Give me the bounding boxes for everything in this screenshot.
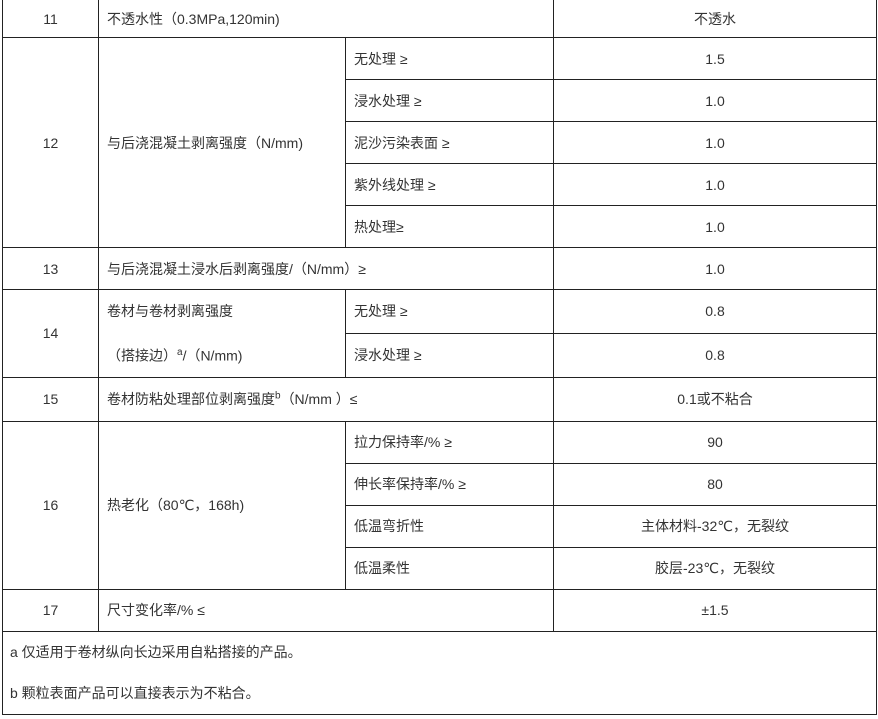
table-row: 泥沙污染表面 ≥ 1.0 <box>3 121 877 164</box>
row-number: 17 <box>2 588 99 632</box>
condition: 无处理 ≥ <box>345 289 554 334</box>
item-value: 胶层-23℃，无裂纹 <box>553 546 877 590</box>
item-name: 热老化（80℃，168h) <box>98 420 346 590</box>
item-value: 80 <box>553 462 877 506</box>
item-name: 不透水性（0.3MPa,120min) <box>98 0 554 38</box>
item-value: ±1.5 <box>553 588 877 632</box>
table-row: 热处理≥ 1.0 <box>3 205 877 248</box>
table-row: 低温弯折性 主体材料-32℃，无裂纹 <box>3 504 877 548</box>
table-row: 浸水处理 ≥ 0.8 <box>3 332 877 378</box>
table-row: 浸水处理 ≥ 1.0 <box>3 79 877 122</box>
item-name-unit: （N/mm ）≤ <box>280 391 358 408</box>
item-name-text: （搭接边） <box>107 347 177 364</box>
item-value: 1.5 <box>553 37 877 80</box>
table-row: 11 不透水性（0.3MPa,120min) 不透水 <box>2 0 877 38</box>
condition: 热处理≥ <box>345 205 554 248</box>
item-value: 0.8 <box>553 332 877 378</box>
footnote-b: b 颗粒表面产品可以直接表示为不粘合。 <box>2 672 877 715</box>
table-row: 13 与后浇混凝土浸水后剥离强度/（N/mm）≥ 1.0 <box>2 247 877 290</box>
item-name: 与后浇混凝土剥离强度（N/mm) <box>98 37 346 248</box>
row-number: 13 <box>2 247 99 290</box>
item-value: 1.0 <box>553 247 877 290</box>
condition: 泥沙污染表面 ≥ <box>345 121 554 164</box>
item-name-text: 卷材防粘处理部位剥离强度 <box>107 391 275 408</box>
item-value: 90 <box>553 420 877 464</box>
row-number: 11 <box>2 0 99 38</box>
notes-row: a 仅适用于卷材纵向长边采用自粘搭接的产品。 <box>2 630 877 673</box>
item-name-unit: /（N/mm) <box>182 347 243 364</box>
condition: 拉力保持率/% ≥ <box>345 420 554 464</box>
item-value: 主体材料-32℃，无裂纹 <box>553 504 877 548</box>
table-row: 14 卷材与卷材剥离强度 （搭接边）a/（N/mm) 无处理 ≥ 0.8 <box>2 289 877 378</box>
item-name: 卷材防粘处理部位剥离强度b（N/mm ）≤ <box>98 376 554 422</box>
item-name: 与后浇混凝土浸水后剥离强度/（N/mm）≥ <box>98 247 554 290</box>
row-number: 16 <box>2 420 99 590</box>
condition: 浸水处理 ≥ <box>345 332 554 378</box>
footnote-marker: a <box>177 347 183 358</box>
item-value: 1.0 <box>553 205 877 248</box>
item-name: 卷材与卷材剥离强度 （搭接边）a/（N/mm) <box>98 289 346 378</box>
row-number: 15 <box>2 376 99 422</box>
item-name-line1: 卷材与卷材剥离强度 <box>107 303 233 319</box>
condition: 浸水处理 ≥ <box>345 79 554 122</box>
item-value: 1.0 <box>553 163 877 206</box>
condition: 紫外线处理 ≥ <box>345 163 554 206</box>
table-row: 15 卷材防粘处理部位剥离强度b（N/mm ）≤ 0.1或不粘合 <box>2 376 877 422</box>
row-number: 12 <box>2 37 99 248</box>
item-name: 尺寸变化率/% ≤ <box>98 588 554 632</box>
item-name-line2: （搭接边）a/（N/mm) <box>107 332 337 377</box>
condition: 低温弯折性 <box>345 504 554 548</box>
condition: 伸长率保持率/% ≥ <box>345 462 554 506</box>
condition: 无处理 ≥ <box>345 37 554 80</box>
table-row: 低温柔性 胶层-23℃，无裂纹 <box>3 546 877 590</box>
item-value: 1.0 <box>553 79 877 122</box>
row-number: 14 <box>2 289 99 378</box>
table-row: 伸长率保持率/% ≥ 80 <box>3 462 877 506</box>
item-value: 不透水 <box>553 0 877 38</box>
table-row: 12 与后浇混凝土剥离强度（N/mm) 无处理 ≥ 1.5 <box>2 37 877 248</box>
footnote-marker: b <box>275 390 281 402</box>
table-row: 紫外线处理 ≥ 1.0 <box>3 163 877 206</box>
table-row: 16 热老化（80℃，168h) 拉力保持率/% ≥ 90 <box>2 420 877 590</box>
item-value: 0.1或不粘合 <box>553 376 877 422</box>
item-value: 0.8 <box>553 289 877 334</box>
item-value: 1.0 <box>553 121 877 164</box>
footnote-a: a 仅适用于卷材纵向长边采用自粘搭接的产品。 <box>2 630 877 673</box>
notes-row: b 颗粒表面产品可以直接表示为不粘合。 <box>2 672 877 715</box>
condition: 低温柔性 <box>345 546 554 590</box>
table-row: 17 尺寸变化率/% ≤ ±1.5 <box>2 588 877 632</box>
